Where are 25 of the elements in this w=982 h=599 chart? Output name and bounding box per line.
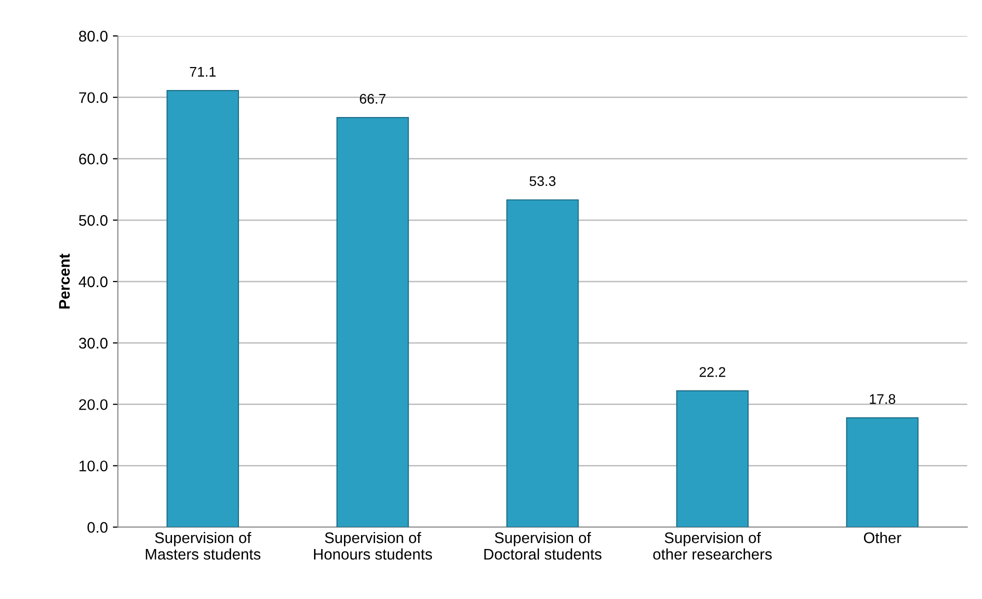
bar [676, 390, 749, 528]
data-label: 66.7 [360, 94, 386, 104]
x-tick-label: Other [864, 532, 902, 544]
y-tick-label: 80.0 [79, 30, 108, 42]
x-tick-label: Supervision of other researchers [653, 532, 772, 560]
data-label: 17.8 [870, 394, 896, 404]
bar [166, 90, 240, 528]
y-tick-label: 30.0 [78, 338, 108, 349]
x-tick-label: Supervision of Doctoral students [484, 532, 602, 560]
y-tick-label: 40.0 [78, 276, 108, 288]
y-tick-label: 0.0 [87, 522, 108, 533]
bar [506, 199, 579, 528]
y-tick-label: 20.0 [79, 399, 108, 410]
y-tick-label: 60.0 [79, 154, 108, 164]
y-tick-label: 50.0 [78, 215, 108, 226]
x-tick-label: Supervision of Honours students [314, 532, 432, 560]
data-label: 53.3 [530, 176, 556, 186]
bar [846, 417, 919, 528]
bar [336, 117, 409, 528]
data-label: 22.2 [700, 367, 726, 377]
y-tick-label: 70.0 [79, 92, 108, 104]
data-label: 71.1 [190, 67, 216, 77]
y-axis-title: Percent [59, 254, 70, 309]
y-tick-label: 10.0 [80, 460, 108, 472]
x-tick-label: Supervision of Masters students [146, 532, 260, 560]
